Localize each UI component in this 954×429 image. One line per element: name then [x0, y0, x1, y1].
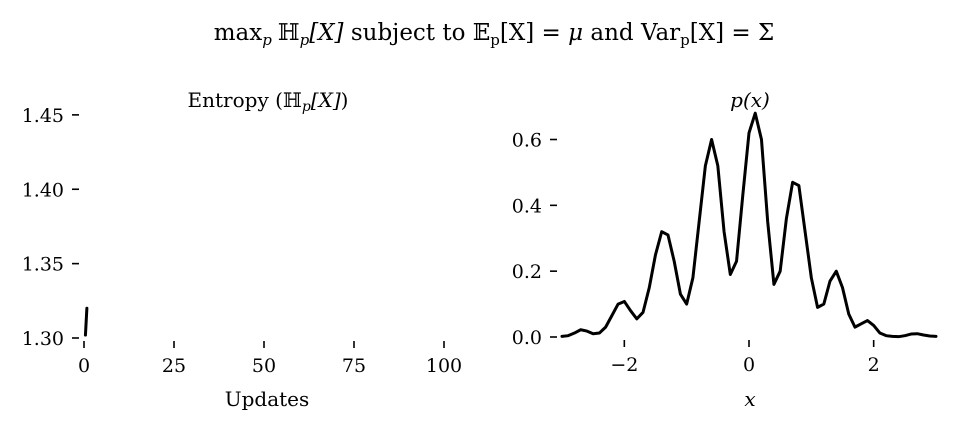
title-var-sub: p: [680, 31, 690, 49]
density-panel: p(x) 0.0 0.2 0.4 0.6 −2 0 2 x: [512, 88, 938, 411]
entropy-panel-title: Entropy (ℍp[X]): [188, 88, 349, 115]
entropy-title-H: ℍ: [283, 88, 302, 112]
entropy-title-sub: p: [302, 99, 311, 115]
density-x-tick-label: 0: [743, 354, 755, 376]
density-title-arg: (x): [743, 88, 770, 112]
entropy-x-tick-label: 75: [342, 355, 366, 377]
title-E-arg: [X] =: [500, 20, 568, 46]
density-title-f: p: [730, 88, 743, 112]
entropy-title-arg: [X]: [311, 88, 341, 112]
entropy-y-tick-label: 1.30: [22, 328, 64, 350]
title-max-sub: p: [262, 31, 272, 49]
entropy-x-tick-label: 100: [426, 355, 462, 377]
density-x-tick-label: 2: [868, 354, 880, 376]
entropy-x-tick-label: 25: [162, 355, 186, 377]
density-x-axis-label: x: [744, 387, 755, 411]
title-subject-to: subject to: [344, 20, 473, 46]
entropy-ticks: 1.30 1.35 1.40 1.45 0 25 50 75 100: [22, 105, 462, 377]
density-y-tick-label: 0.6: [512, 130, 542, 152]
entropy-panel: Entropy (ℍp[X]) 1.301.351.401.450 25 50 75 1…: [22, 88, 462, 411]
entropy-series: [83, 306, 89, 337]
figure-title: maxp ℍp[X] subject to 𝔼p[X] = μ and Varp[…: [214, 20, 775, 49]
entropy-x-axis-label: Updates: [225, 387, 310, 411]
density-y-tick-label: 0.4: [512, 195, 542, 217]
density-series: [560, 111, 938, 339]
entropy-y-tick-label: 1.35: [22, 254, 64, 276]
density-x-tick-label: −2: [610, 354, 638, 376]
entropy-y-tick-label: 1.45: [22, 105, 64, 127]
title-H: ℍ: [278, 20, 300, 46]
title-var-arg: [X] = Σ: [690, 20, 774, 46]
title-mu: μ: [568, 20, 583, 46]
entropy-x-tick-label: 50: [252, 355, 276, 377]
density-y-tick-label: 0.0: [512, 327, 542, 349]
entropy-title-prefix: Entropy (: [188, 88, 283, 112]
density-panel-title: p(x): [730, 88, 770, 112]
title-H-sub: p: [300, 31, 310, 49]
density-series-line: [560, 111, 938, 339]
density-ticks: 0.0 0.2 0.4 0.6 −2 0 2: [512, 130, 880, 377]
title-H-arg: [X]: [309, 20, 343, 46]
entropy-x-tick-label: 0: [78, 355, 90, 377]
title-E-sub: p: [490, 31, 500, 49]
entropy-y-tick-label: 1.40: [22, 179, 64, 201]
title-max: max: [214, 20, 263, 46]
density-y-tick-label: 0.2: [512, 261, 542, 283]
title-E: 𝔼: [473, 20, 491, 46]
title-and-var: and Var: [583, 20, 680, 46]
entropy-title-suffix: ): [341, 88, 349, 112]
entropy-series-line: [83, 306, 89, 337]
